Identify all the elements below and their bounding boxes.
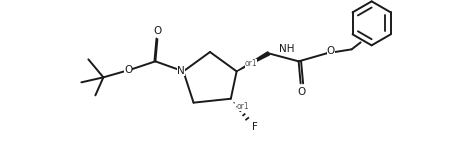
Text: F: F bbox=[251, 122, 257, 132]
Text: O: O bbox=[153, 26, 161, 36]
Text: O: O bbox=[124, 65, 132, 75]
Text: or1: or1 bbox=[236, 102, 249, 111]
Text: O: O bbox=[297, 87, 305, 97]
Text: or1: or1 bbox=[244, 59, 257, 68]
Text: NH: NH bbox=[278, 44, 293, 54]
Text: O: O bbox=[326, 46, 334, 56]
Polygon shape bbox=[236, 52, 269, 71]
Text: N: N bbox=[177, 66, 185, 76]
